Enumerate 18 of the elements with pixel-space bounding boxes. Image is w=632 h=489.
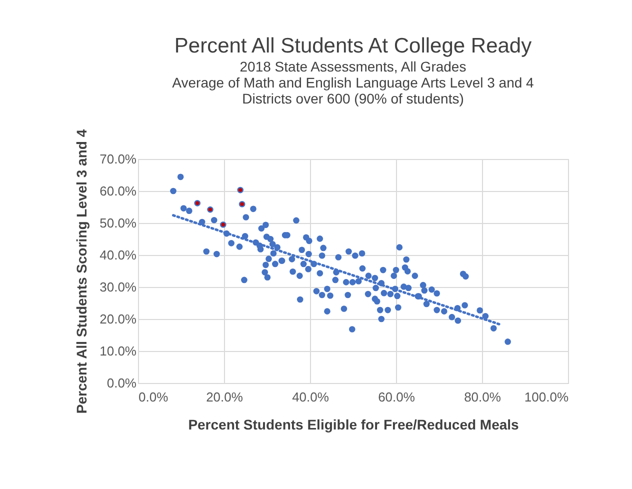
y-tick-label: 10.0%: [100, 344, 137, 358]
y-tick-label: 50.0%: [100, 216, 137, 230]
x-tick-label: 80.0%: [464, 390, 502, 404]
chart-subtitle: 2018 State Assessments, All Grades Average of Math and English Language Arts Level 3 and 4 Districts over 600 (90% of students): [172, 58, 534, 107]
y-tick-label: 60.0%: [100, 184, 137, 198]
y-tick-label: 20.0%: [100, 312, 137, 326]
y-axis-title: Percent All Students Scoring Level 3 and 4: [74, 129, 90, 414]
x-tick-label: 40.0%: [292, 390, 330, 404]
x-tick-label: 60.0%: [378, 390, 416, 404]
x-axis-title: Percent Students Eligible for Free/Reduced Meals: [188, 416, 520, 432]
x-tick-label: 0.0%: [138, 390, 169, 404]
y-tick-label: 30.0%: [100, 280, 137, 294]
y-tick-label: 0.0%: [106, 376, 137, 390]
x-tick-label: 100.0%: [524, 390, 569, 404]
chart-title: Percent All Students At College Ready: [174, 34, 532, 58]
x-tick-label: 20.0%: [206, 390, 244, 404]
y-tick-label: 70.0%: [100, 152, 137, 166]
y-tick-label: 40.0%: [100, 248, 137, 262]
